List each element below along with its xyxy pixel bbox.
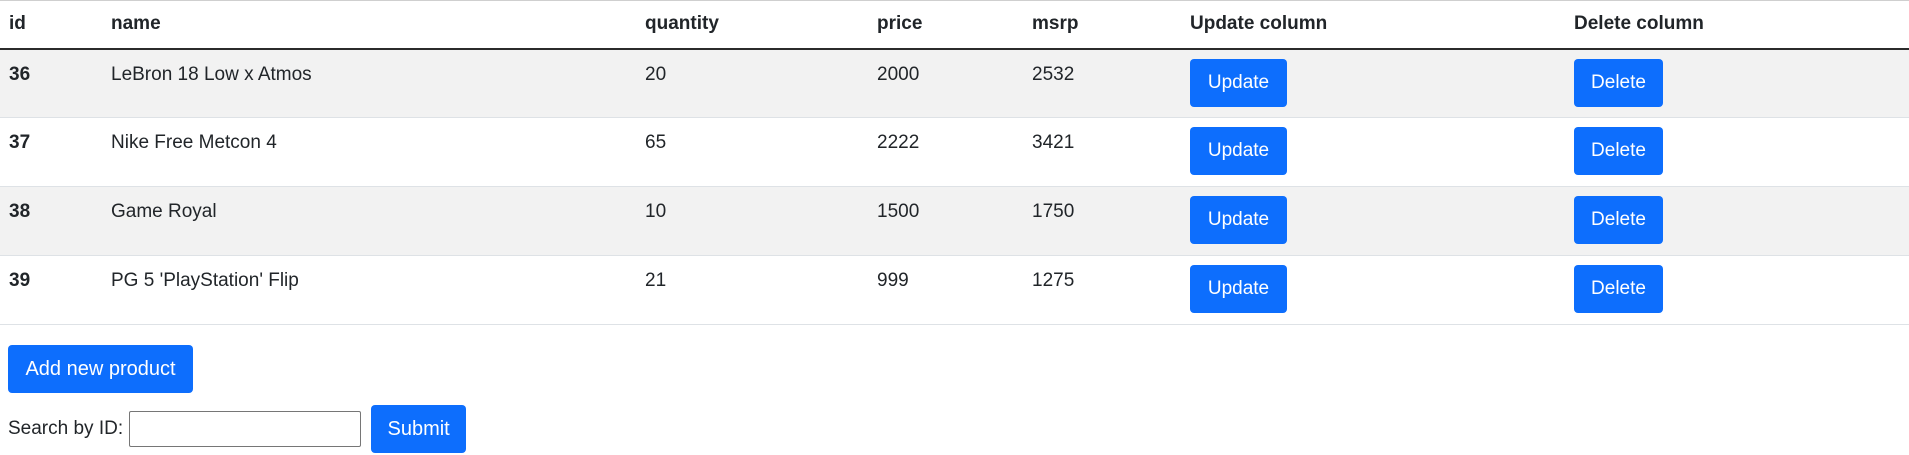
cell-delete: Delete: [1565, 118, 1909, 187]
table-header-row: id name quantity price msrp Update colum…: [0, 0, 1909, 49]
cell-update: Update: [1181, 118, 1565, 187]
header-quantity: quantity: [645, 13, 719, 35]
cell-msrp-text: 3421: [1032, 132, 1075, 153]
cell-quantity-text: 21: [645, 270, 667, 291]
cell-msrp-text: 1750: [1032, 201, 1075, 222]
header-update-column: Update column: [1190, 13, 1328, 35]
table-header: id name quantity price msrp Update colum…: [0, 0, 1909, 49]
cell-id-text: 38: [9, 201, 31, 222]
cell-msrp-text: 1275: [1032, 270, 1075, 291]
cell-update: Update: [1181, 49, 1565, 118]
delete-button[interactable]: Delete: [1574, 196, 1663, 244]
cell-price-text: 1500: [877, 201, 920, 222]
cell-msrp: 2532: [1023, 49, 1181, 118]
products-table: id name quantity price msrp Update colum…: [0, 0, 1909, 325]
cell-name-text: PG 5 'PlayStation' Flip: [111, 270, 299, 291]
cell-price: 1500: [868, 187, 1023, 256]
table-row: 36 LeBron 18 Low x Atmos 20 2000 2532 Up…: [0, 48, 1909, 118]
delete-button[interactable]: Delete: [1574, 265, 1663, 313]
header-msrp: msrp: [1032, 13, 1079, 35]
cell-quantity-text: 65: [645, 132, 667, 153]
cell-update: Update: [1181, 187, 1565, 256]
table-row: 37 Nike Free Metcon 4 65 2222 3421 Updat…: [0, 118, 1909, 187]
cell-name: LeBron 18 Low x Atmos: [102, 49, 636, 118]
table-row: 39 PG 5 'PlayStation' Flip 21 999 1275 U…: [0, 256, 1909, 325]
submit-button[interactable]: Submit: [371, 405, 467, 453]
header-name: name: [111, 13, 161, 35]
cell-quantity-text: 10: [645, 201, 667, 222]
cell-quantity: 20: [636, 49, 868, 118]
cell-price: 2000: [868, 49, 1023, 118]
cell-name: Game Royal: [102, 187, 636, 256]
add-new-product-button[interactable]: Add new product: [8, 345, 193, 393]
header-delete-column: Delete column: [1574, 13, 1704, 35]
cell-price: 999: [868, 256, 1023, 325]
cell-update: Update: [1181, 256, 1565, 325]
cell-name-text: Game Royal: [111, 201, 217, 222]
table-body: 36 LeBron 18 Low x Atmos 20 2000 2532 Up…: [0, 48, 1909, 325]
cell-delete: Delete: [1565, 49, 1909, 118]
products-table-wrapper: id name quantity price msrp Update colum…: [0, 0, 1909, 325]
cell-msrp: 1750: [1023, 187, 1181, 256]
update-button[interactable]: Update: [1190, 127, 1287, 175]
cell-delete: Delete: [1565, 187, 1909, 256]
cell-id: 38: [0, 187, 102, 256]
search-by-id-form: Search by ID: Submit: [8, 405, 467, 453]
cell-name: PG 5 'PlayStation' Flip: [102, 256, 636, 325]
search-id-input[interactable]: [129, 411, 362, 447]
cell-quantity: 65: [636, 118, 868, 187]
header-price: price: [877, 13, 923, 35]
cell-price-text: 2222: [877, 132, 920, 153]
cell-quantity-text: 20: [645, 63, 667, 85]
search-label: Search by ID:: [8, 418, 124, 439]
cell-id: 37: [0, 118, 102, 187]
cell-price-text: 2000: [877, 63, 920, 85]
delete-button[interactable]: Delete: [1574, 127, 1663, 175]
cell-name-text: LeBron 18 Low x Atmos: [111, 63, 312, 85]
cell-id: 39: [0, 256, 102, 325]
cell-delete: Delete: [1565, 256, 1909, 325]
cell-name-text: Nike Free Metcon 4: [111, 132, 277, 153]
cell-name: Nike Free Metcon 4: [102, 118, 636, 187]
table-row: 38 Game Royal 10 1500 1750 Update Delete: [0, 186, 1909, 256]
cell-quantity: 10: [636, 187, 868, 256]
cell-quantity: 21: [636, 256, 868, 325]
update-button[interactable]: Update: [1190, 58, 1287, 107]
cell-id-text: 36: [9, 63, 31, 85]
cell-msrp: 3421: [1023, 118, 1181, 187]
cell-id-text: 39: [9, 270, 31, 291]
header-id: id: [9, 13, 26, 35]
cell-id: 36: [0, 49, 102, 118]
update-button[interactable]: Update: [1190, 265, 1287, 313]
cell-price: 2222: [868, 118, 1023, 187]
cell-price-text: 999: [877, 270, 909, 291]
update-button[interactable]: Update: [1190, 196, 1287, 244]
cell-msrp-text: 2532: [1032, 63, 1075, 85]
cell-id-text: 37: [9, 132, 31, 153]
delete-button[interactable]: Delete: [1574, 58, 1663, 107]
cell-msrp: 1275: [1023, 256, 1181, 325]
